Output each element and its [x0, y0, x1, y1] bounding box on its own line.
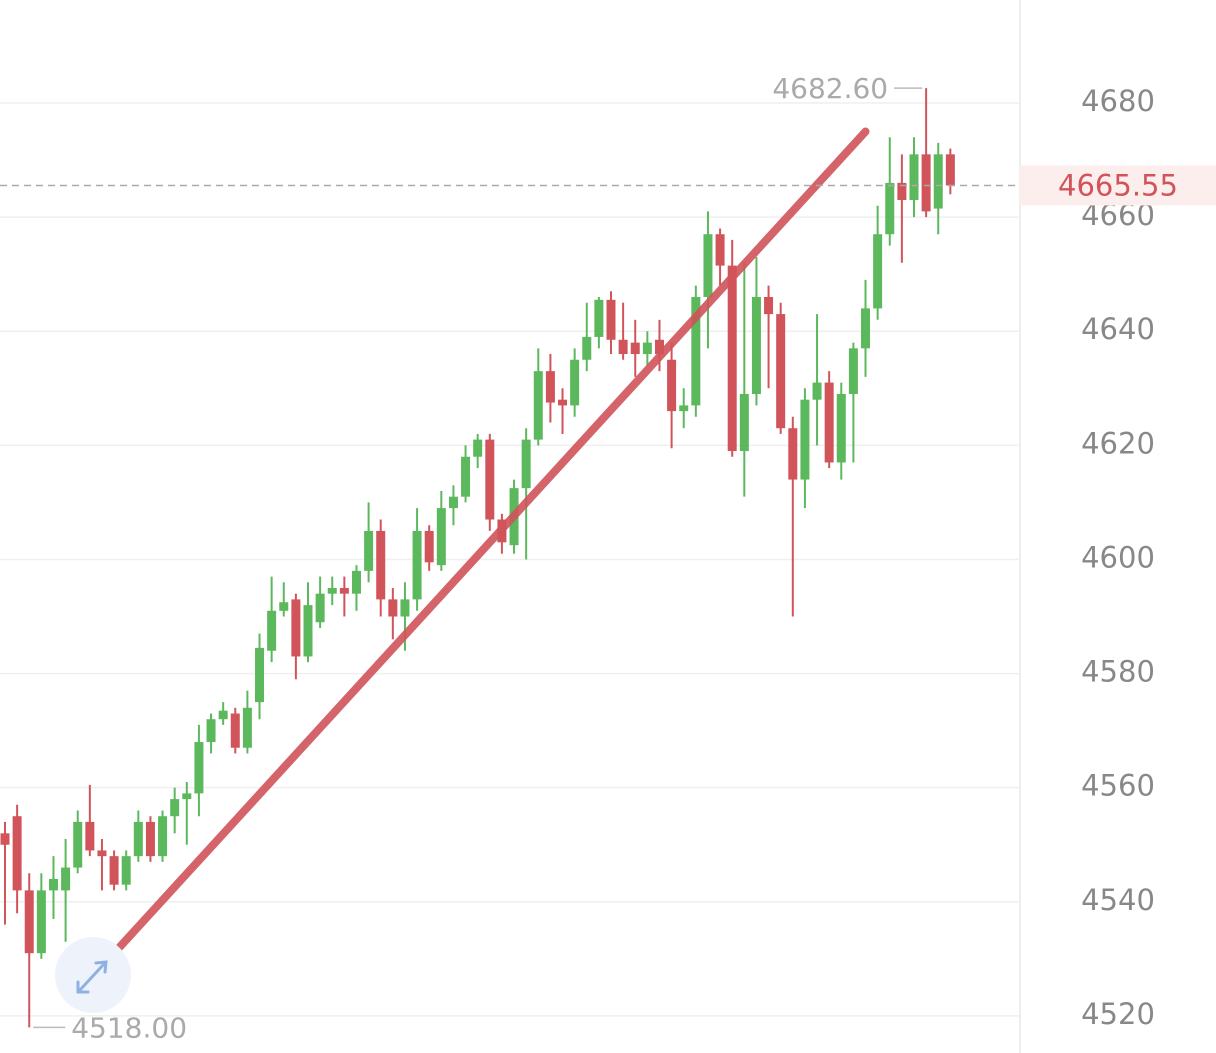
candle-body	[570, 359, 580, 406]
y-tick-label: 4680	[1081, 84, 1155, 118]
candle-body	[242, 707, 252, 748]
candle-body	[303, 605, 313, 657]
candle-body	[473, 439, 483, 457]
overlay: 4682.60 4518.00 4665.55	[0, 72, 1216, 1044]
candle-body	[739, 393, 749, 452]
candle-body	[703, 234, 713, 297]
y-tick-label: 4600	[1081, 540, 1155, 574]
candle-body	[48, 878, 58, 891]
candle-body	[873, 234, 883, 309]
candle-body	[448, 496, 458, 509]
candle-body	[824, 382, 834, 463]
candle-body	[194, 742, 204, 794]
candle-body	[24, 890, 34, 954]
candle-body	[182, 793, 192, 800]
candle-body	[109, 856, 119, 885]
candle-body	[485, 439, 495, 520]
candle-body	[218, 710, 228, 720]
candle-body	[667, 359, 677, 412]
candle-body	[133, 821, 143, 857]
candle-body	[351, 570, 361, 594]
candle-body	[885, 182, 895, 235]
candle-body	[909, 154, 919, 200]
candle-body	[776, 314, 786, 429]
candle-body	[933, 154, 943, 209]
candle-body	[836, 393, 846, 463]
min-label: 4518.00	[71, 1011, 187, 1044]
candle-body	[121, 856, 131, 885]
candle-body	[339, 587, 349, 594]
candle-body	[751, 296, 761, 394]
candle-body	[364, 530, 374, 571]
y-tick-label: 4540	[1081, 883, 1155, 917]
candle-body	[376, 530, 386, 600]
y-tick-label: 4560	[1081, 769, 1155, 803]
y-tick-label: 4580	[1081, 655, 1155, 689]
candle-body	[812, 382, 822, 400]
candle-body	[533, 371, 543, 440]
candle-body	[73, 821, 83, 868]
candle-body	[291, 599, 301, 657]
candle-body	[436, 508, 446, 566]
candles	[0, 88, 955, 1028]
y-tick-label: 4640	[1081, 312, 1155, 346]
candle-body	[400, 599, 410, 617]
candle-body	[521, 439, 531, 489]
candle-body	[315, 593, 325, 623]
candle-body	[679, 405, 689, 412]
candle-body	[327, 587, 337, 594]
candle-body	[764, 296, 774, 315]
expand-icon[interactable]	[76, 960, 108, 994]
candle-body	[642, 342, 652, 355]
candle-body	[727, 265, 737, 452]
candle-body	[267, 610, 277, 651]
y-tick-label: 4620	[1081, 426, 1155, 460]
candle-body	[654, 339, 664, 355]
candle-body	[170, 799, 180, 817]
candle-body	[85, 821, 95, 851]
candle-body	[145, 821, 155, 857]
y-tick-label: 4520	[1081, 997, 1155, 1031]
candle-body	[0, 833, 10, 845]
candle-body	[545, 371, 555, 403]
candle-body	[606, 299, 616, 340]
candle-body	[461, 456, 471, 497]
candle-body	[424, 530, 434, 563]
candle-body	[97, 850, 107, 857]
candle-body	[594, 299, 604, 337]
candle-body	[412, 530, 422, 600]
trend-line	[110, 127, 870, 958]
candle-body	[861, 308, 871, 349]
expand-button[interactable]	[55, 937, 131, 1013]
candle-body	[158, 816, 168, 857]
candle-body	[897, 182, 907, 200]
candle-body	[279, 602, 289, 611]
candle-body	[921, 154, 931, 212]
candle-body	[558, 399, 568, 406]
candle-body	[848, 348, 858, 394]
candle-body	[618, 339, 628, 355]
candle-body	[788, 428, 798, 480]
candle-body	[61, 867, 71, 891]
candle-body	[255, 647, 265, 703]
candle-body	[388, 599, 398, 617]
last-price-label: 4665.55	[1058, 168, 1178, 202]
candle-body	[945, 154, 955, 186]
max-label: 4682.60	[772, 72, 888, 105]
candle-body	[230, 713, 240, 748]
candle-body	[206, 719, 216, 743]
candle-body	[715, 234, 725, 266]
candle-body	[582, 336, 592, 360]
candle-body	[691, 296, 701, 406]
candle-body	[12, 816, 22, 891]
last-price-bg	[1020, 165, 1216, 206]
candle-body	[630, 342, 640, 355]
candle-body	[36, 890, 46, 954]
candle-body	[800, 399, 810, 480]
